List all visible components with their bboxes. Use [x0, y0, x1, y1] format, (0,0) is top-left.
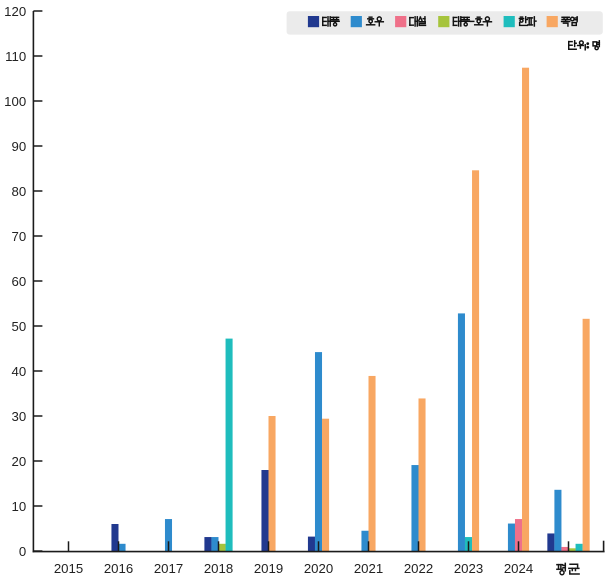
- svg-text:100: 100: [4, 94, 26, 109]
- svg-text:2021: 2021: [354, 561, 383, 576]
- svg-text:70: 70: [12, 229, 27, 244]
- svg-text:0: 0: [19, 544, 26, 559]
- svg-text:20: 20: [12, 454, 27, 469]
- svg-text:2018: 2018: [204, 561, 233, 576]
- svg-text:50: 50: [12, 319, 27, 334]
- svg-text:40: 40: [12, 364, 27, 379]
- svg-text:2020: 2020: [304, 561, 333, 576]
- svg-text:2023: 2023: [454, 561, 483, 576]
- svg-text:90: 90: [12, 139, 27, 154]
- svg-text:2024: 2024: [504, 561, 533, 576]
- svg-text:2016: 2016: [104, 561, 133, 576]
- svg-text:10: 10: [12, 499, 27, 514]
- svg-text:2022: 2022: [404, 561, 433, 576]
- svg-text:2019: 2019: [254, 561, 283, 576]
- svg-text:110: 110: [5, 49, 26, 64]
- svg-text:2015: 2015: [54, 561, 83, 576]
- svg-text:2017: 2017: [154, 561, 183, 576]
- svg-text:120: 120: [4, 4, 26, 19]
- svg-text:30: 30: [12, 409, 27, 424]
- svg-text:80: 80: [12, 184, 27, 199]
- svg-text:60: 60: [12, 274, 27, 289]
